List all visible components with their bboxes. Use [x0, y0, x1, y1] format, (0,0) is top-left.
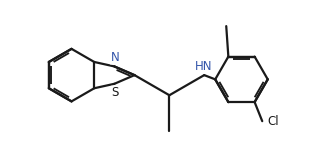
Text: S: S — [111, 86, 119, 99]
Text: N: N — [111, 51, 119, 64]
Text: HN: HN — [195, 60, 212, 73]
Text: Cl: Cl — [267, 115, 279, 128]
